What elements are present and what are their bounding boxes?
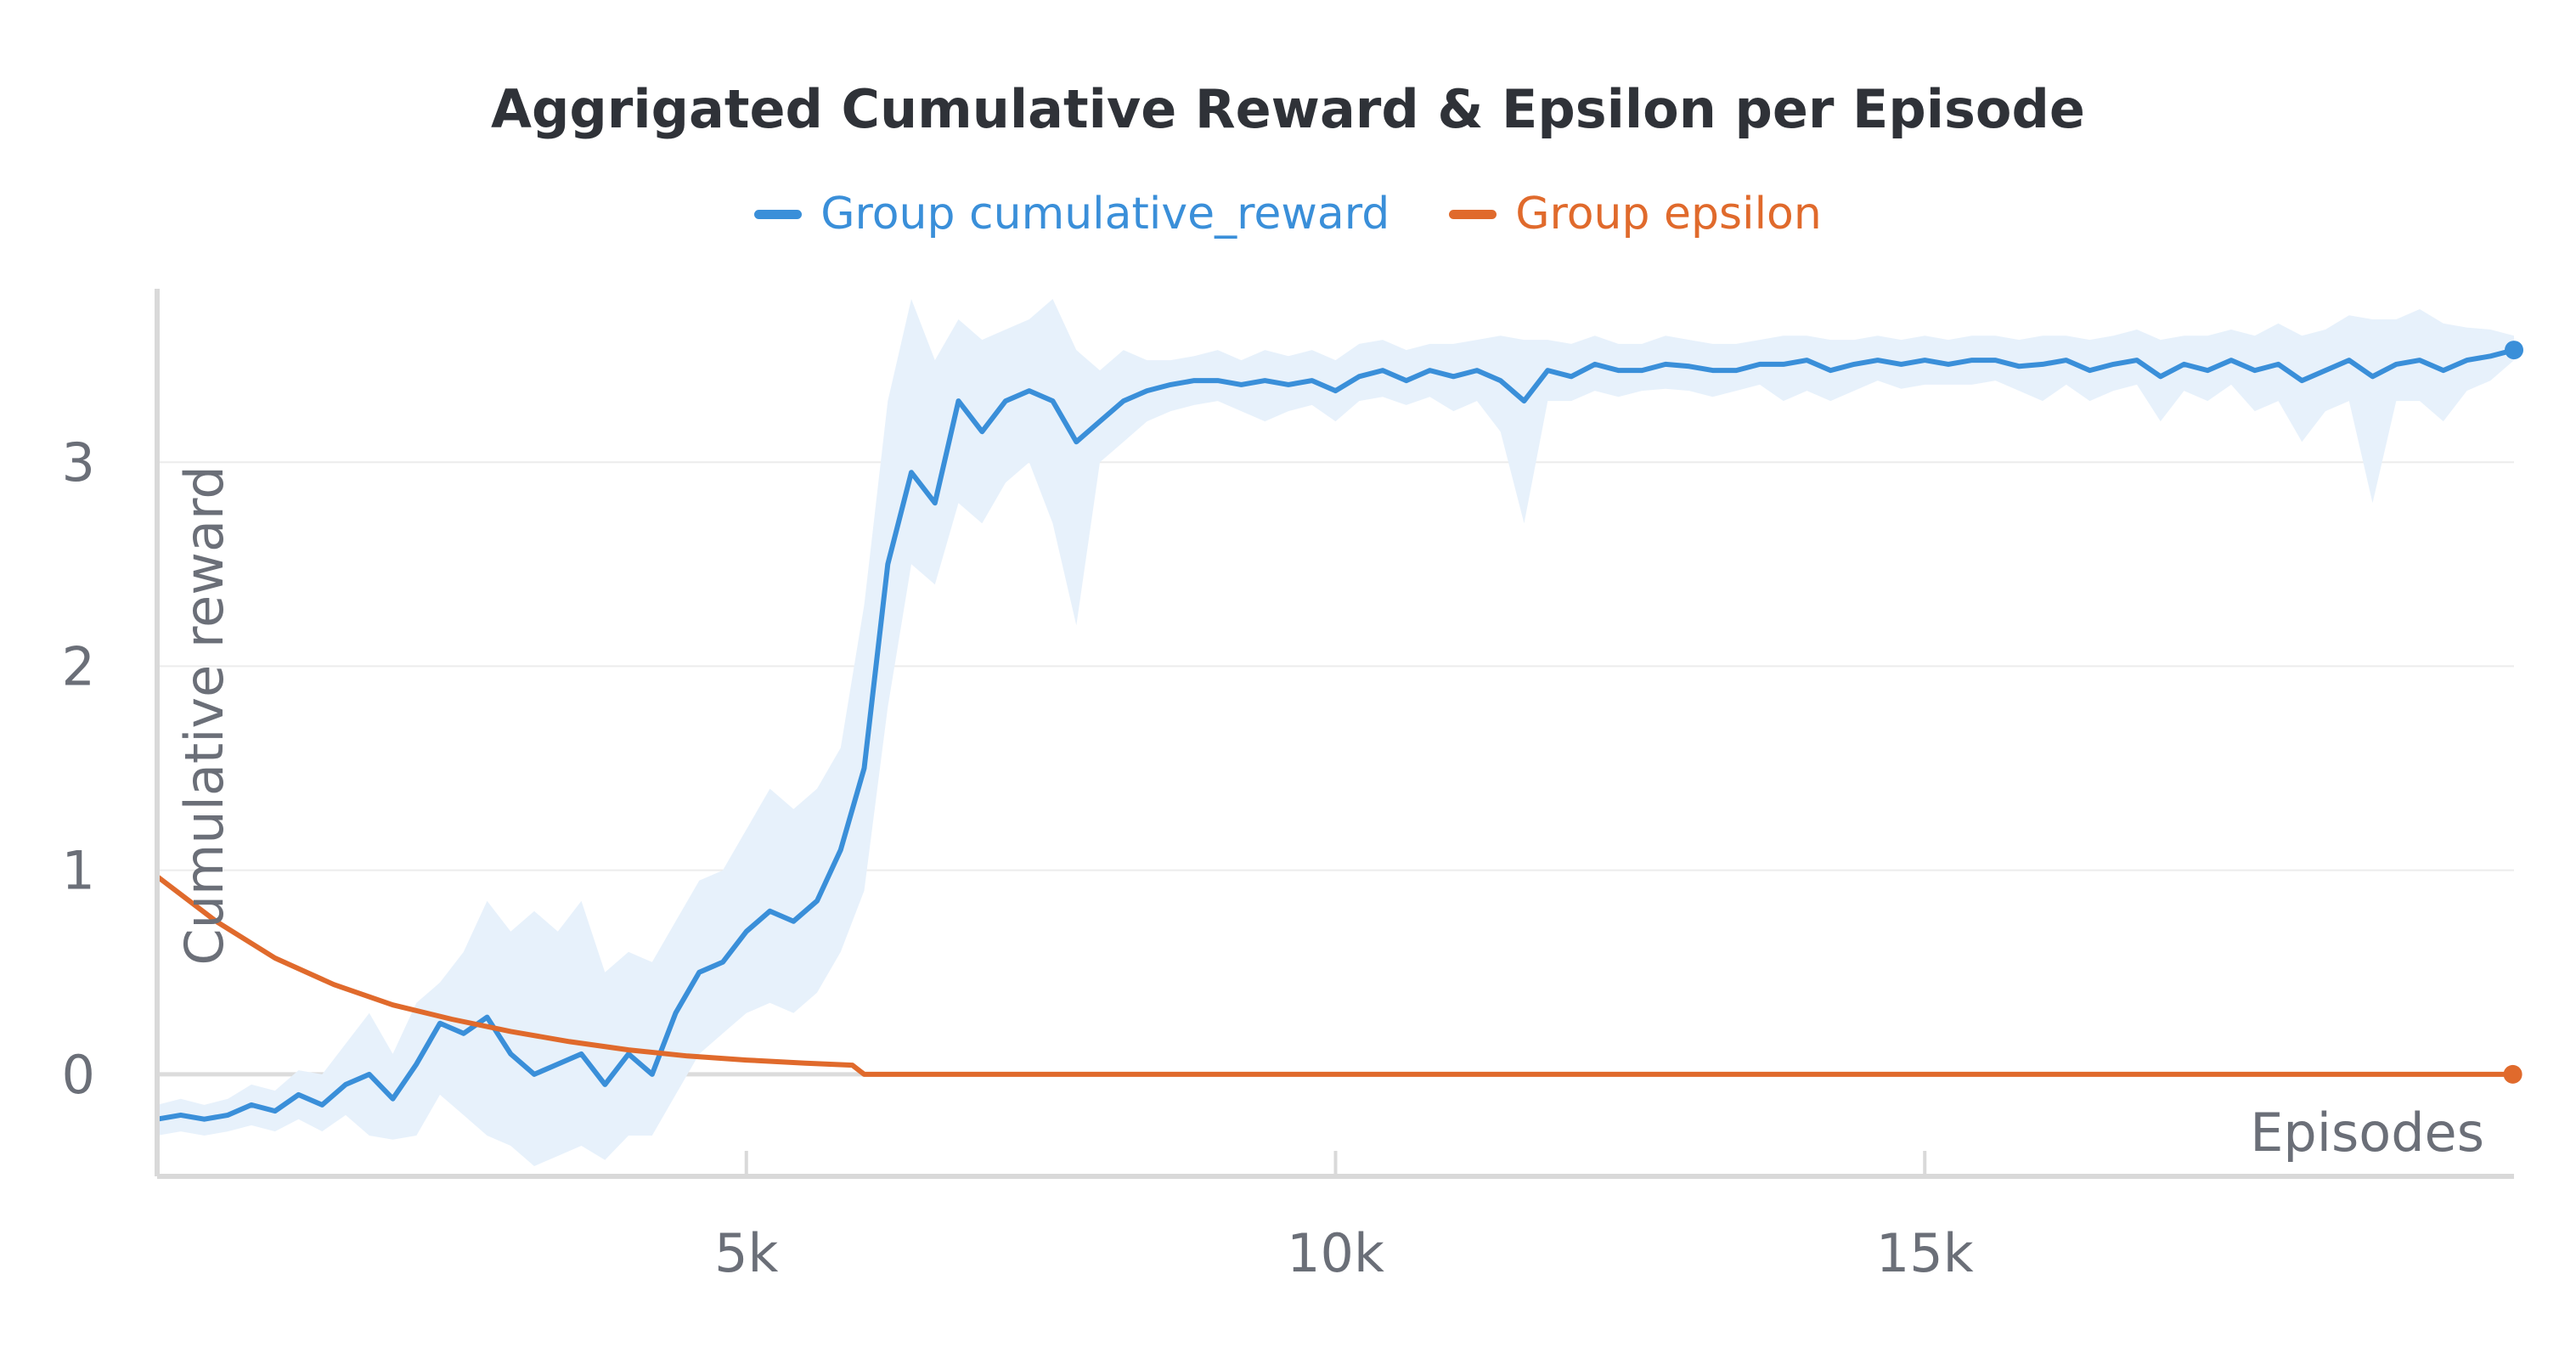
series-lines (155, 341, 2523, 1122)
reward-confidence-band (157, 299, 2514, 1166)
y-tick-label-2: 2 (62, 635, 95, 697)
chart-title: Aggrigated Cumulative Reward & Epsilon p… (491, 78, 2085, 140)
legend-swatch-reward (754, 209, 803, 219)
x-tick-label-5000: 5k (714, 1222, 778, 1284)
series-end-marker-1 (2503, 1064, 2522, 1084)
reward-band (157, 299, 2514, 1166)
y-tick-label-3: 3 (62, 431, 95, 493)
y-tick-label-0: 0 (62, 1044, 95, 1106)
x-tick-label-10000: 10k (1287, 1222, 1384, 1284)
legend-swatch-epsilon (1449, 209, 1497, 219)
legend-item-reward[interactable]: Group cumulative_reward (754, 189, 1389, 240)
legend: Group cumulative_reward Group epsilon (0, 189, 2576, 240)
series-end-marker-0 (2505, 341, 2523, 360)
legend-label-reward: Group cumulative_reward (820, 189, 1390, 240)
legend-label-epsilon: Group epsilon (1515, 189, 1822, 240)
series-line-1 (155, 874, 2513, 1077)
series-line-0 (156, 347, 2515, 1122)
axis-labels: 0 1 2 3 5k 10k 15k Episodes Cumulative reward (62, 431, 2484, 1284)
x-tick-label-15000: 15k (1876, 1222, 1974, 1284)
legend-item-epsilon[interactable]: Group epsilon (1449, 189, 1822, 240)
y-axis-title: Cumulative reward (173, 465, 235, 965)
axes (155, 289, 2514, 1179)
y-tick-label-1: 1 (62, 840, 95, 902)
x-axis-title: Episodes (2250, 1102, 2484, 1164)
